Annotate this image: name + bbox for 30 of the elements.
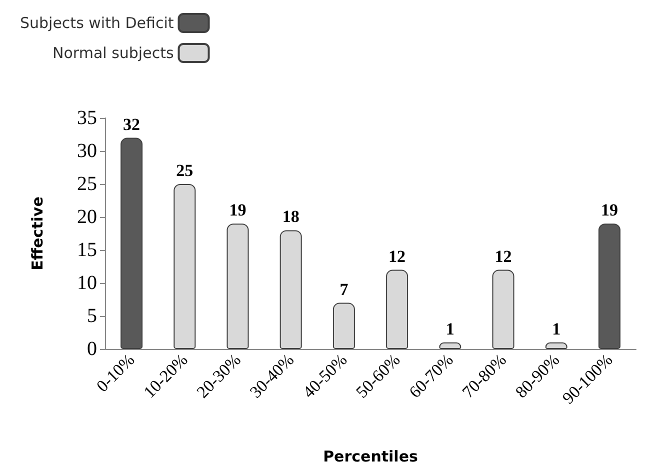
bar [174, 184, 196, 349]
data-label: 25 [176, 161, 194, 180]
bar [598, 224, 620, 349]
bar [280, 230, 302, 349]
data-label: 1 [552, 319, 561, 338]
y-tick-label: 20 [77, 206, 97, 228]
data-label: 19 [600, 200, 618, 220]
data-label: 1 [446, 319, 454, 338]
data-label: 12 [388, 246, 406, 266]
data-label: 7 [340, 280, 349, 299]
y-axis-title: Effective [28, 196, 46, 270]
y-tick-label: 35 [77, 107, 97, 129]
bar [226, 224, 249, 349]
data-label: 18 [282, 207, 300, 226]
bar [492, 270, 514, 349]
x-axis-title: Percentiles [323, 448, 418, 466]
y-tick-label: 30 [77, 140, 97, 162]
bar [120, 138, 143, 349]
y-tick-label: 25 [77, 173, 97, 195]
bar [332, 302, 355, 349]
y-tick-label: 10 [77, 272, 97, 294]
data-label: 32 [123, 114, 140, 134]
legend-label: Normal subjects [52, 44, 174, 62]
bar [386, 270, 408, 349]
y-tick-label: 15 [77, 239, 97, 261]
data-label: 19 [229, 200, 246, 220]
y-tick-label: 0 [87, 338, 97, 360]
data-label: 12 [494, 246, 512, 266]
y-tick-label: 5 [87, 305, 97, 327]
legend-label: Subjects with Deficit [20, 14, 174, 32]
